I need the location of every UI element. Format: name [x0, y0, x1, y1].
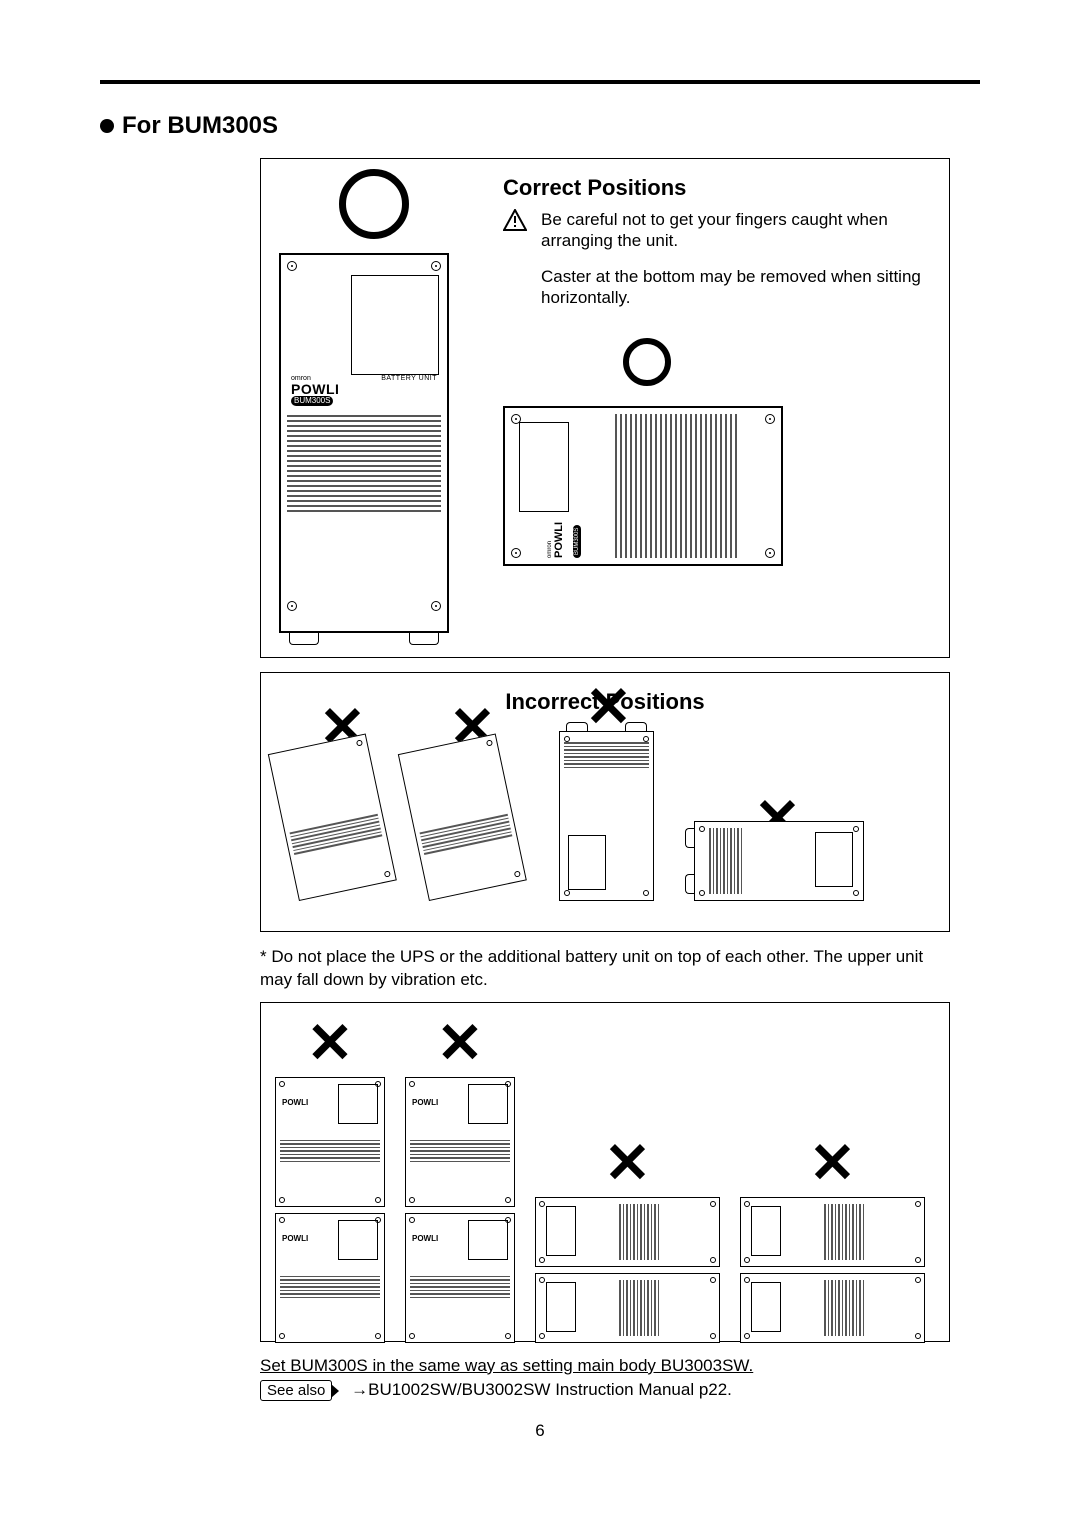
stacked-unit-top: POWLI	[405, 1077, 515, 1207]
stacked-unit-bottom: POWLI	[405, 1213, 515, 1343]
warning-icon	[503, 209, 527, 231]
top-rule	[100, 80, 980, 84]
page-number: 6	[100, 1421, 980, 1441]
stacked-unit-h-bottom	[740, 1273, 925, 1343]
incorrect-row: ✕ ✕	[279, 721, 931, 901]
stack-col-1: ✕ POWLI POWLI	[275, 1015, 385, 1343]
feet-icon	[281, 631, 447, 645]
stacking-panel: ✕ POWLI POWLI ✕	[260, 1002, 950, 1342]
correct-title: Correct Positions	[503, 175, 931, 201]
device-tilted	[398, 733, 527, 901]
correct-right-col: Correct Positions Be careful not to get …	[503, 175, 931, 633]
device-vertical: omron POWLI BUM300S BATTERY UNIT	[279, 253, 449, 633]
device-horizontal: omron POWLI BUM300S	[503, 406, 783, 566]
footer-line1: Set BUM300S in the same way as setting m…	[260, 1356, 950, 1376]
device-label: omron POWLI BUM300S	[547, 522, 583, 558]
x-icon: ✕	[437, 1015, 484, 1071]
footer: Set BUM300S in the same way as setting m…	[260, 1356, 950, 1401]
vent-icon	[615, 414, 767, 558]
stack-col-3: ✕	[535, 1015, 720, 1343]
stack-col-4: ✕	[740, 1015, 925, 1343]
stack-col-2: ✕ POWLI POWLI	[405, 1015, 515, 1343]
device-tilted	[268, 733, 397, 901]
device-upside-down	[559, 731, 654, 901]
see-also-badge: See also	[260, 1380, 332, 1401]
ok-circle-icon	[339, 169, 409, 239]
stacked-unit-bottom: POWLI	[275, 1213, 385, 1343]
stacked-unit-h-bottom	[535, 1273, 720, 1343]
section-title-text: For BUM300S	[122, 112, 278, 140]
stack-grid: ✕ POWLI POWLI ✕	[275, 1015, 935, 1343]
correct-panel: omron POWLI BUM300S BATTERY UNIT	[260, 158, 950, 658]
device-label: omron POWLI BUM300S	[291, 375, 339, 406]
battery-unit-label: BATTERY UNIT	[381, 375, 437, 382]
ok-circle-icon	[623, 338, 671, 386]
correct-vertical-group: omron POWLI BUM300S BATTERY UNIT	[279, 175, 479, 633]
warning-text: Be careful not to get your fingers caugh…	[541, 209, 931, 252]
stacked-unit-h-top	[740, 1197, 925, 1267]
x-icon: ✕	[307, 1015, 354, 1071]
section-title: For BUM300S	[100, 112, 980, 140]
x-icon: ✕	[604, 1135, 651, 1191]
battery-window	[351, 275, 439, 375]
stacked-unit-top: POWLI	[275, 1077, 385, 1207]
vent-icon	[287, 415, 441, 605]
stack-warning-note: * Do not place the UPS or the additional…	[260, 946, 950, 992]
battery-window	[519, 422, 569, 512]
page: For BUM300S omron POWLI BUM3	[0, 0, 1080, 1481]
incorrect-panel: Incorrect Positions ✕ ✕	[260, 672, 950, 932]
caster-note: Caster at the bottom may be removed when…	[541, 266, 931, 309]
x-icon: ✕	[809, 1135, 856, 1191]
device-horizontal-wrong	[694, 821, 864, 901]
footer-line2: →BU1002SW/BU3002SW Instruction Manual p2…	[351, 1380, 732, 1399]
bullet-icon	[100, 119, 114, 133]
stacked-unit-h-top	[535, 1197, 720, 1267]
panels: omron POWLI BUM300S BATTERY UNIT	[260, 158, 950, 1401]
